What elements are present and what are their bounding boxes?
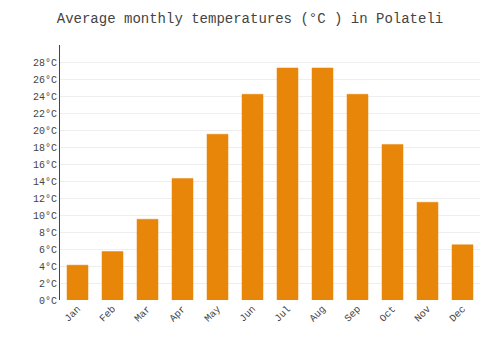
svg-text:28°C: 28°C (33, 58, 57, 69)
svg-text:26°C: 26°C (33, 75, 57, 86)
svg-text:Average monthly temperatures (: Average monthly temperatures (°C ) in Po… (57, 11, 443, 27)
svg-text:Sep: Sep (343, 304, 364, 325)
svg-text:0°C: 0°C (39, 296, 57, 307)
svg-text:10°C: 10°C (33, 211, 57, 222)
svg-text:Apr: Apr (168, 304, 189, 325)
svg-text:18°C: 18°C (33, 143, 57, 154)
svg-text:Oct: Oct (378, 304, 399, 325)
svg-text:Jul: Jul (273, 304, 294, 325)
svg-text:Jan: Jan (63, 304, 84, 325)
svg-text:Dec: Dec (448, 304, 469, 325)
svg-text:16°C: 16°C (33, 160, 57, 171)
svg-text:4°C: 4°C (39, 262, 57, 273)
svg-text:6°C: 6°C (39, 245, 57, 256)
svg-text:14°C: 14°C (33, 177, 57, 188)
svg-text:Jun: Jun (238, 304, 259, 325)
svg-text:Feb: Feb (98, 304, 119, 325)
svg-text:Mar: Mar (133, 304, 154, 325)
svg-text:24°C: 24°C (33, 92, 57, 103)
svg-text:Aug: Aug (308, 304, 329, 325)
svg-text:12°C: 12°C (33, 194, 57, 205)
svg-text:Nov: Nov (413, 304, 434, 325)
svg-text:May: May (203, 304, 224, 325)
svg-text:8°C: 8°C (39, 228, 57, 239)
svg-text:22°C: 22°C (33, 109, 57, 120)
svg-text:20°C: 20°C (33, 126, 57, 137)
svg-text:2°C: 2°C (39, 279, 57, 290)
